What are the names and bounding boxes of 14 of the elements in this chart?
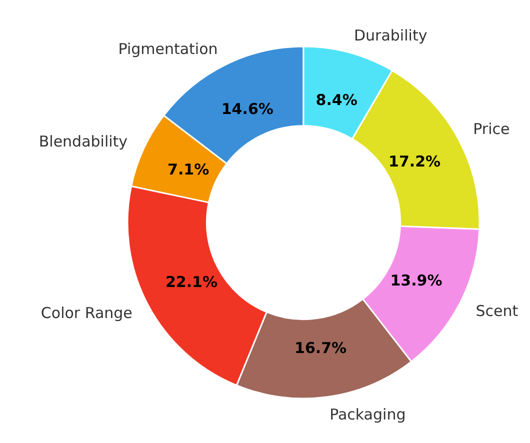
data-label: 16.7% xyxy=(294,339,347,358)
slice-label: Blendability xyxy=(38,132,128,151)
slice-label: Color Range xyxy=(40,304,132,322)
data-label: 22.1% xyxy=(165,272,218,291)
slice-label: Pigmentation xyxy=(118,40,218,58)
slice-label: Scent xyxy=(476,302,518,320)
slice-label: Packaging xyxy=(330,405,406,424)
data-label: 13.9% xyxy=(390,271,442,290)
data-label: 17.2% xyxy=(388,152,441,170)
slice-label: Durability xyxy=(354,26,428,45)
data-label: 8.4% xyxy=(316,91,358,110)
slice-label: Price xyxy=(473,120,510,138)
data-label: 7.1% xyxy=(168,160,210,179)
data-label: 14.6% xyxy=(221,100,274,118)
